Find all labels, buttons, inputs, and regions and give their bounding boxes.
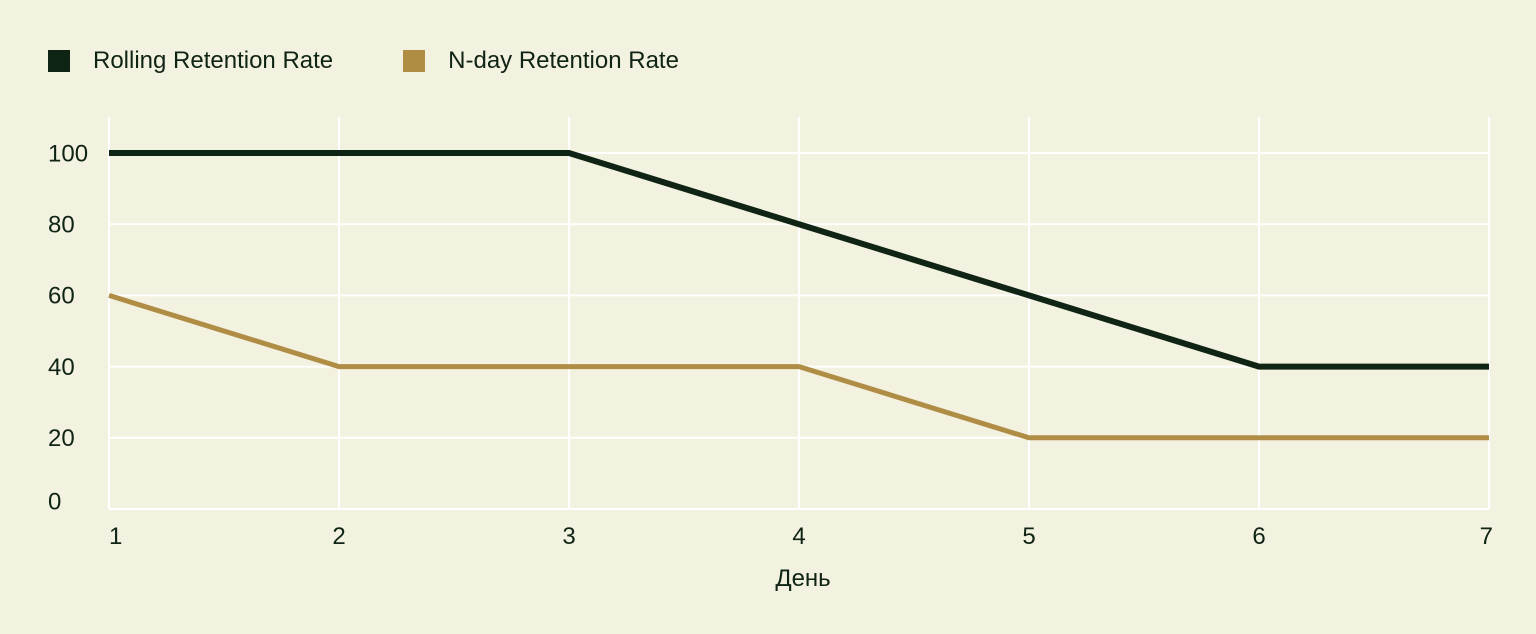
y-tick-label-100: 100: [48, 140, 88, 167]
y-tick-label-20: 20: [48, 425, 75, 452]
legend-swatch-rolling: [48, 50, 70, 72]
y-tick-label-40: 40: [48, 354, 75, 381]
y-tick-label-60: 60: [48, 283, 75, 310]
x-axis-title: День: [775, 565, 830, 592]
x-tick-label-5: 5: [1022, 523, 1035, 550]
legend-item-rolling: Rolling Retention Rate: [48, 47, 333, 75]
x-tick-label-4: 4: [792, 523, 805, 550]
x-tick-label-1: 1: [109, 523, 122, 550]
series-line-nday-retention: [108, 293, 1489, 441]
y-tick-label-0: 0: [48, 488, 61, 515]
legend-item-nday: N-day Retention Rate: [403, 47, 679, 75]
legend: Rolling Retention Rate N-day Retention R…: [48, 47, 749, 75]
x-tick-label-7: 7: [1480, 523, 1493, 550]
x-tick-label-3: 3: [562, 523, 575, 550]
y-tick-label-80: 80: [48, 212, 75, 239]
x-tick-label-6: 6: [1252, 523, 1265, 550]
legend-swatch-nday: [403, 50, 426, 72]
x-tick-label-2: 2: [332, 523, 345, 550]
series-line-rolling-retention: [109, 150, 1489, 370]
legend-label-rolling: Rolling Retention Rate: [93, 47, 334, 74]
legend-label-nday: N-day Retention Rate: [448, 47, 679, 74]
